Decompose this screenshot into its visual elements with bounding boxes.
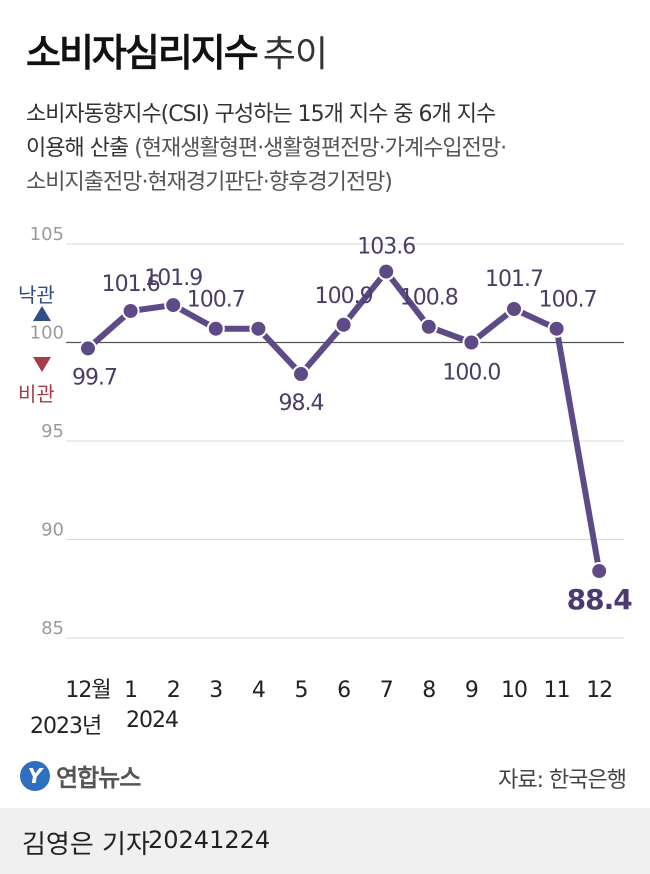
data-point	[249, 319, 268, 338]
data-point	[377, 262, 396, 281]
data-label: 103.6	[357, 235, 415, 260]
footer-bar: 김영은 기자 20241224	[0, 808, 650, 874]
down-triangle-icon	[33, 357, 51, 372]
data-label: 101.6	[102, 272, 160, 297]
x-tick-label: 2	[167, 678, 180, 703]
x-tick-label: 4	[252, 678, 265, 703]
x-tick-label: 1	[124, 678, 137, 703]
y-tick-labels: 105 100 95 90 85	[30, 224, 64, 639]
y-tick-label: 95	[41, 421, 64, 442]
data-point	[505, 300, 523, 319]
yonhap-logo-text: 연합뉴스	[56, 764, 141, 792]
x-tick-label: 12월	[65, 678, 110, 703]
x-tick-label: 12	[586, 678, 612, 703]
data-label: 100.8	[400, 286, 458, 311]
data-point	[206, 319, 225, 338]
data-label: 100.9	[315, 284, 373, 309]
y-tick-label: 100	[30, 323, 64, 344]
data-source: 자료: 한국은행	[498, 768, 627, 793]
subtitle-line-3: 소비지출전망·현재경기판단·향후경기전망)	[26, 170, 393, 195]
chart-subtitle: 소비자동향지수(CSI) 구성하는 15개 지수 중 6개 지수 이용해 산출 …	[26, 98, 636, 200]
data-point	[590, 562, 609, 581]
x-tick-label: 3	[209, 678, 222, 703]
data-label: 100.7	[539, 288, 597, 313]
data-label: 100.0	[442, 361, 500, 386]
year-label-2024: 2024	[126, 708, 179, 733]
y-tick-label: 105	[30, 224, 64, 245]
data-label: 99.7	[72, 365, 117, 390]
x-tick-label: 9	[465, 678, 478, 703]
chart-title: 소비자심리지수	[26, 31, 259, 75]
title-block: 소비자심리지수 추이	[26, 22, 328, 77]
x-tick-label: 11	[544, 678, 570, 703]
x-tick-label: 10	[501, 678, 527, 703]
chart-title-suffix: 추이	[262, 34, 328, 75]
data-label: 100.7	[187, 288, 245, 313]
yonhap-logo-icon: Y	[20, 760, 50, 791]
publish-date: 20241224	[148, 826, 271, 854]
data-point	[79, 339, 97, 358]
subtitle-line-2: 이용해 산출 (현재생활형편·생활형편전망·가계수입전망·	[26, 132, 636, 166]
subtitle-line-2a: 이용해 산출	[26, 136, 129, 161]
data-label: 101.7	[485, 267, 543, 292]
data-point	[164, 296, 183, 315]
grid-lines	[66, 243, 624, 639]
reporter-name: 김영은 기자	[22, 830, 150, 860]
data-point	[547, 319, 566, 338]
pessimism-label: 비관	[18, 382, 55, 406]
data-labels: 99.7101.6101.9100.798.4100.9103.6100.810…	[72, 235, 633, 616]
data-label: 88.4	[567, 583, 633, 616]
x-tick-label: 5	[295, 678, 308, 703]
yonhap-logo: Y 연합뉴스	[20, 758, 141, 793]
data-label: 98.4	[279, 391, 324, 416]
subtitle-line-1: 소비자동향지수(CSI) 구성하는 15개 지수 중 6개 지수	[26, 102, 496, 127]
up-triangle-icon	[33, 306, 51, 321]
y-tick-label: 85	[41, 618, 64, 639]
data-label: 101.9	[144, 266, 202, 291]
year-label-2023: 2023년	[30, 714, 102, 739]
x-tick-label: 6	[337, 678, 350, 703]
data-point	[334, 315, 353, 334]
data-point	[419, 317, 438, 336]
subtitle-line-2b: (현재생활형편·생활형편전망·가계수입전망·	[134, 136, 507, 161]
data-point	[462, 333, 481, 352]
x-tick-label: 7	[380, 678, 393, 703]
data-point	[121, 301, 140, 320]
x-tick-label: 8	[422, 678, 435, 703]
data-point	[292, 365, 310, 384]
x-tick-labels: 12월 1 2 3 4 5 6 7 8 9 10 11 12	[65, 678, 613, 703]
optimism-label: 낙관	[18, 283, 55, 307]
y-tick-label: 90	[41, 520, 64, 541]
data-points	[79, 262, 609, 581]
